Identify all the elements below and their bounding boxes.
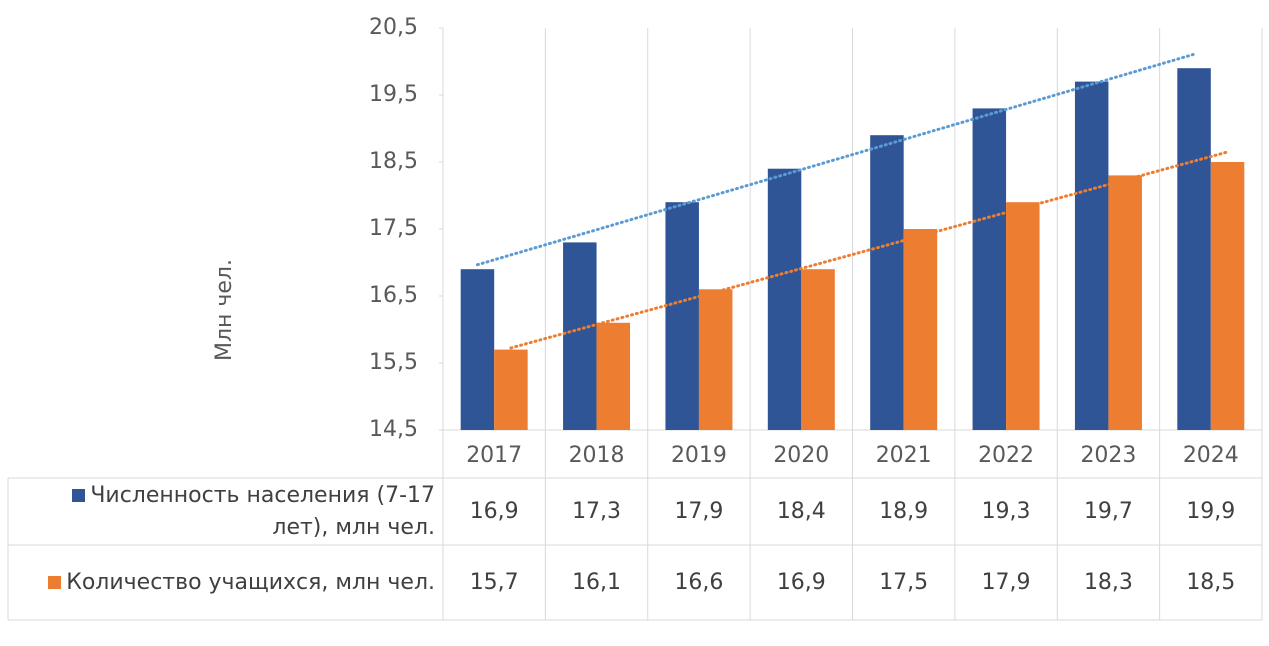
bar <box>460 269 495 430</box>
y-tick-label: 17,5 <box>369 216 418 241</box>
table-value: 17,9 <box>674 499 724 524</box>
table-value: 16,1 <box>572 570 622 595</box>
trendline <box>509 150 1230 350</box>
y-tick-label: 15,5 <box>369 350 418 375</box>
bar <box>1108 175 1142 430</box>
legend-label: Количество учащихся, млн чел. <box>66 569 435 595</box>
table-value: 19,7 <box>1083 499 1133 524</box>
x-tick-label: 2022 <box>978 443 1034 468</box>
bar <box>767 168 802 430</box>
table-value: 17,9 <box>981 570 1031 595</box>
table-value: 18,3 <box>1083 570 1133 595</box>
x-tick-label: 2023 <box>1080 443 1136 468</box>
legend-entry: Количество учащихся, млн чел. <box>10 545 435 620</box>
table-value: 17,3 <box>572 499 622 524</box>
bar <box>903 229 938 430</box>
y-axis-label: Млн чел. <box>212 259 237 361</box>
bar <box>665 202 699 430</box>
legend-swatch <box>48 576 62 590</box>
table-value: 19,3 <box>981 499 1031 524</box>
x-tick-label: 2021 <box>876 443 932 468</box>
bar <box>563 242 597 430</box>
bar <box>972 108 1007 431</box>
y-tick-label: 18,5 <box>369 149 418 174</box>
bar <box>494 349 528 430</box>
table-value: 15,7 <box>469 570 519 595</box>
legend-swatch <box>72 489 86 503</box>
table-value: 18,5 <box>1186 570 1236 595</box>
table-value: 18,9 <box>879 499 929 524</box>
bar <box>1074 81 1109 430</box>
x-tick-label: 2018 <box>569 443 625 468</box>
table-value: 18,4 <box>776 499 826 524</box>
x-tick-label: 2017 <box>466 443 522 468</box>
legend-label-wrap: Численность населения (7-17 лет), млн че… <box>10 480 435 544</box>
bar <box>1006 202 1040 430</box>
bar <box>698 289 733 430</box>
bar <box>801 269 835 430</box>
legend-label: Численность населения (7-17 лет), млн че… <box>90 482 435 540</box>
table-value: 16,6 <box>674 570 724 595</box>
bar <box>1210 162 1245 430</box>
y-tick-label: 14,5 <box>369 417 418 442</box>
table-value: 16,9 <box>469 499 519 524</box>
legend-entry: Численность населения (7-17 лет), млн че… <box>10 478 435 545</box>
y-tick-label: 20,5 <box>369 15 418 40</box>
x-tick-label: 2019 <box>671 443 727 468</box>
bar <box>596 322 631 430</box>
table-value: 19,9 <box>1186 499 1236 524</box>
x-tick-label: 2024 <box>1183 443 1239 468</box>
y-tick-label: 16,5 <box>369 283 418 308</box>
trendline <box>475 52 1196 267</box>
x-tick-label: 2020 <box>773 443 829 468</box>
y-tick-label: 19,5 <box>369 82 418 107</box>
table-value: 16,9 <box>776 570 826 595</box>
bar <box>870 135 904 430</box>
bar <box>1177 68 1211 430</box>
table-value: 17,5 <box>879 570 929 595</box>
legend-label-wrap: Количество учащихся, млн чел. <box>48 567 435 599</box>
